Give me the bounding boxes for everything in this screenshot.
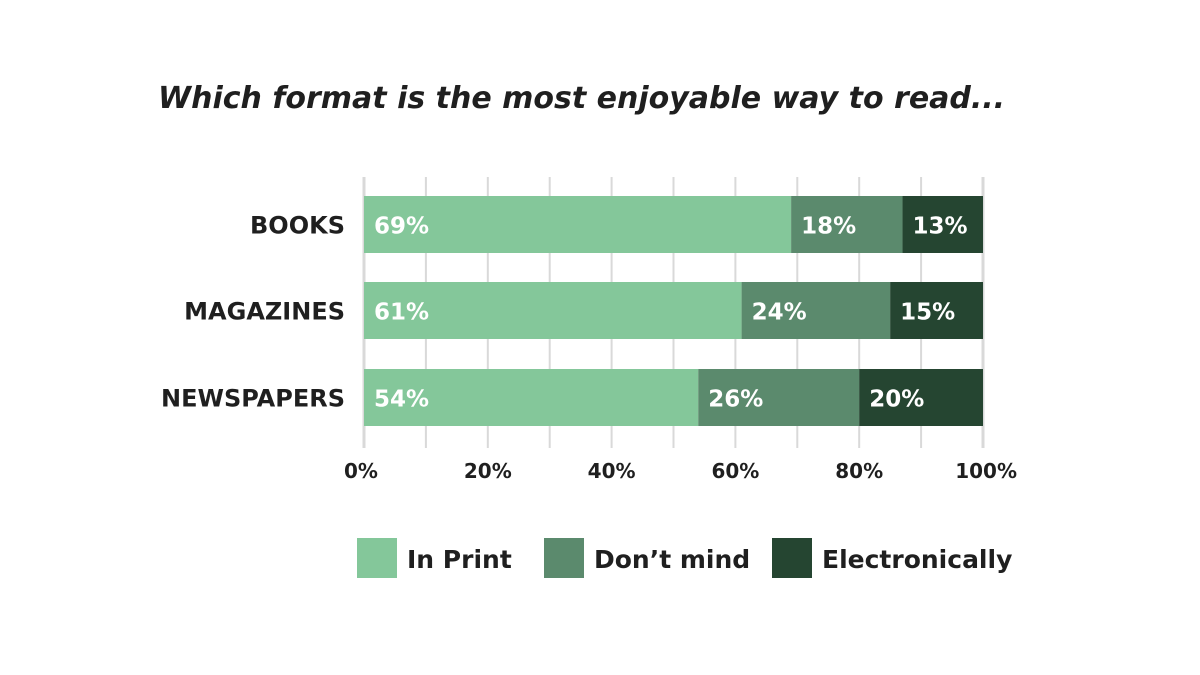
bar-segment (364, 282, 742, 339)
bar-segment (791, 196, 903, 253)
x-tick-label: 20% (464, 459, 512, 483)
x-tick-label: 40% (588, 459, 636, 483)
x-tick-label: 0% (344, 459, 378, 483)
category-label: MAGAZINES (184, 298, 345, 326)
legend-label: In Print (407, 545, 512, 574)
bar-segment (902, 196, 983, 253)
bar-value-label: 69% (374, 214, 429, 240)
category-label: BOOKS (250, 212, 345, 240)
bar-value-label: 15% (900, 300, 955, 326)
legend: In Print Don’t mind Electronically (357, 538, 1012, 578)
legend-swatch (544, 538, 584, 578)
bar-segment (364, 196, 792, 253)
bar-value-label: 26% (708, 387, 763, 413)
legend-swatch (357, 538, 397, 578)
bar-value-label: 54% (374, 387, 429, 413)
bars: 69% 18% 13% 61% 24% 15% 54% 26% 20% (364, 196, 983, 426)
category-label: NEWSPAPERS (161, 385, 345, 413)
bar-segment (890, 282, 983, 339)
bar-segment (859, 369, 983, 426)
bar-value-label: 20% (869, 387, 924, 413)
bar-segment (741, 282, 891, 339)
bar-value-label: 24% (752, 300, 807, 326)
x-tick-label: 80% (835, 459, 883, 483)
bar-segment (698, 369, 860, 426)
x-tick-label: 100% (955, 459, 1017, 483)
bar-value-label: 18% (801, 214, 856, 240)
bar-value-label: 61% (374, 300, 429, 326)
bar-segment (364, 369, 699, 426)
bar-value-label: 13% (913, 214, 968, 240)
chart-title: Which format is the most enjoyable way t… (158, 81, 1005, 116)
x-axis-ticks: 0% 20% 40% 60% 80% 100% (344, 459, 1017, 483)
category-labels: BOOKS MAGAZINES NEWSPAPERS (161, 212, 345, 413)
legend-label: Don’t mind (594, 545, 750, 574)
legend-swatch (772, 538, 812, 578)
legend-label: Electronically (822, 545, 1012, 574)
x-tick-label: 60% (711, 459, 759, 483)
